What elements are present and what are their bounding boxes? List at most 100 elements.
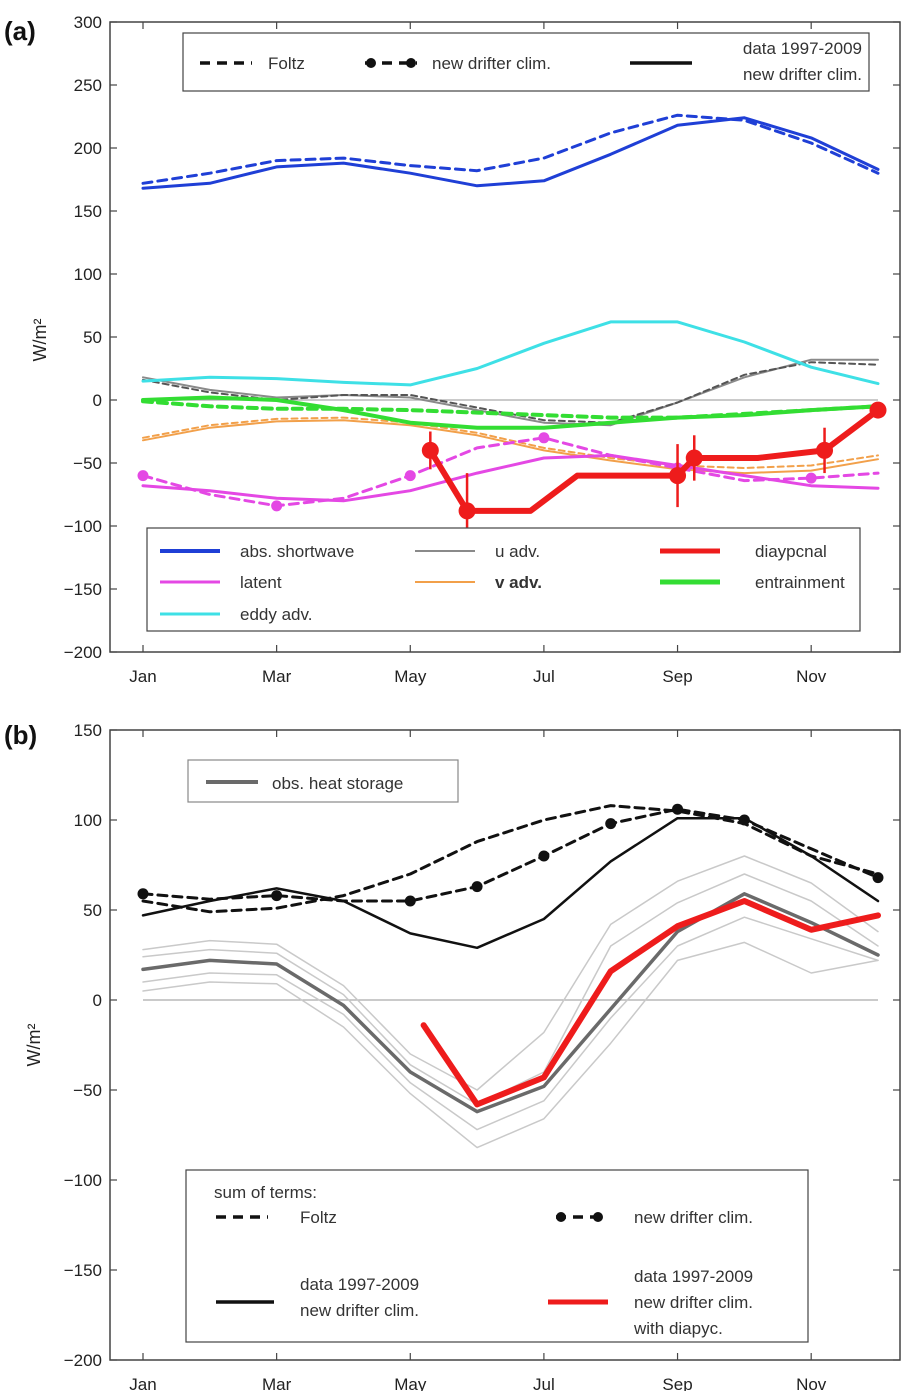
legend-sum-diapyc-line1: data 1997-2009 [634,1267,753,1286]
legend-sum-title: sum of terms: [214,1183,317,1202]
legend-foltz-label: Foltz [268,54,305,73]
legend-data-label-line2: new drifter clim. [743,65,862,84]
series-newdrifter-marker [271,890,283,902]
series-latent-marker [805,472,817,484]
y-tick-label: −150 [64,1261,102,1280]
panel-b-sum-legend: sum of terms: Foltz new drifter clim. da… [185,1169,809,1343]
x-tick-label: Sep [662,667,692,686]
panel-a-color-legend: abs. shortwave u adv. diaypcnal latent v adv… [146,527,861,632]
panel-b-axes: −200 −150 −100 −50 0 50 100 150 Jan Mar May Jul Sep N… [64,721,900,1391]
panel-a-label: (a) [4,16,36,46]
series-env_hi [142,855,879,1091]
series-sw-foltz [141,113,880,185]
series-latent-marker [538,432,550,444]
y-tick-label: −200 [64,1351,102,1370]
legend-sum-diapyc-line3: with diapyc. [633,1319,723,1338]
panel-a-ylabel: W/m² [30,319,50,362]
legend-label-1: u adv. [495,542,540,561]
y-tick-label: 50 [83,901,102,920]
y-tick-label: 100 [74,811,102,830]
legend-label-4: v adv. [495,573,542,592]
y-tick-label: −50 [73,454,102,473]
y-tick-label: −50 [73,1081,102,1100]
diapycnal-point [458,502,476,520]
diapycnal-point [869,401,887,419]
x-tick-label: Jul [533,1375,555,1391]
legend-sum-data-line1: data 1997-2009 [300,1275,419,1294]
legend-sum-newdrifter-label: new drifter clim. [634,1208,753,1227]
panel-b-label: (b) [4,720,37,750]
legend-data-label-line1: data 1997-2009 [743,39,862,58]
y-tick-label: 100 [74,265,102,284]
diapycnal-point [816,441,834,459]
series-entr-data [141,395,880,430]
series-entr-foltz [141,399,880,420]
panel-a-series [137,113,880,512]
legend-sum-newdrifter-marker [556,1212,566,1222]
series-newdrifter-marker [538,850,550,862]
legend-label-2: diaypcnal [755,542,827,561]
x-tick-label: Nov [796,1375,827,1391]
x-tick-label: Nov [796,667,827,686]
panel-a-diapycnal [421,401,887,549]
panel-b-ylabel: W/m² [24,1024,44,1067]
diapycnal-point [421,441,439,459]
series-sw-data [141,116,880,190]
x-tick-label: May [394,667,427,686]
series-latent-marker [404,470,416,482]
legend-sum-diapyc-line2: new drifter clim. [634,1293,753,1312]
series-newdrifter-marker [404,895,416,907]
x-tick-label: Jan [129,1375,156,1391]
diapycnal-point [669,467,687,485]
color-legend-items: abs. shortwave u adv. diaypcnal latent v adv… [160,542,845,624]
series-newdrifter-marker [872,872,884,884]
series-latent-newdrifter [141,436,880,508]
x-tick-label: Jan [129,667,156,686]
panel-a: (a) W/m² −200 −150 −100 −50 0 50 100 150 200 250 3… [4,13,901,686]
series-u-data [142,358,879,427]
y-tick-label: −150 [64,580,102,599]
x-tick-label: Mar [262,667,292,686]
y-tick-label: −100 [64,1171,102,1190]
legend-label-6: eddy adv. [240,605,312,624]
series-newdrifter-marker [672,803,684,815]
panel-a-axes: −200 −150 −100 −50 0 50 100 150 200 250 300 Jan Mar M… [64,13,900,686]
legend-sum-foltz-label: Foltz [300,1208,337,1227]
series-env_lo [142,941,879,1149]
series-latent-marker [137,470,149,482]
legend-newdrifter-marker [406,58,416,68]
y-tick-label: 0 [93,991,102,1010]
y-tick-label: −200 [64,643,102,662]
y-tick-label: 150 [74,202,102,221]
series-newdrifter-marker [605,818,617,830]
series-v-foltz [142,416,879,469]
series-latent-marker [271,500,283,512]
series-newdrifter-marker [471,881,483,893]
x-tick-label: Jul [533,667,555,686]
legend-label-5: entrainment [755,573,845,592]
series-data [141,816,880,950]
y-tick-label: 50 [83,328,102,347]
series-foltz [141,804,880,914]
y-tick-label: 150 [74,721,102,740]
legend-obs-label: obs. heat storage [272,774,403,793]
series-diapycnal-sum [420,898,881,1108]
series-latent-data [141,453,880,503]
diapycnal-point [685,449,703,467]
legend-label-0: abs. shortwave [240,542,354,561]
x-tick-label: Mar [262,1375,292,1391]
x-tick-label: Sep [662,1375,692,1391]
x-tick-label: May [394,1375,427,1391]
y-tick-label: 300 [74,13,102,32]
legend-newdrifter-label: new drifter clim. [432,54,551,73]
panel-b-frame [109,729,901,1361]
panel-b-top-legend: obs. heat storage [187,759,459,803]
y-tick-label: 200 [74,139,102,158]
y-tick-label: −100 [64,517,102,536]
series-eddy-data [141,320,880,387]
series-newdrifter-marker [137,888,149,900]
y-tick-label: 250 [74,76,102,95]
panel-a-style-legend: Foltz new drifter clim. data 1997-2009 n… [182,32,870,92]
panel-b-series [137,803,884,1149]
